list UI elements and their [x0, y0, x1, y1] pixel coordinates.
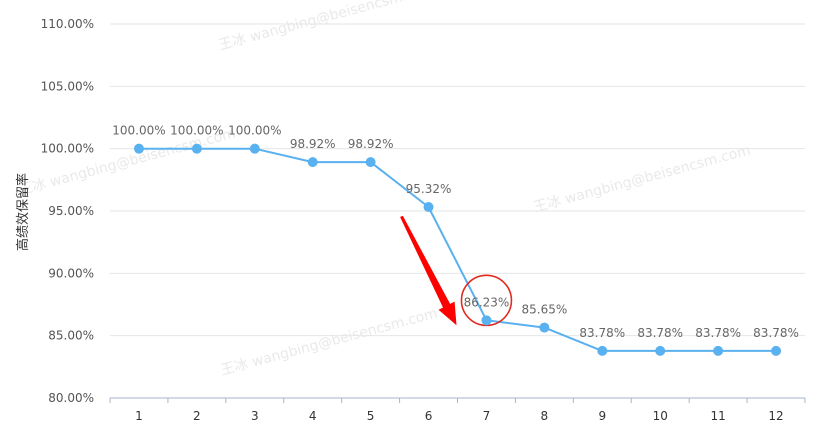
data-label: 86.23%	[464, 295, 510, 309]
x-tick-label: 9	[598, 409, 606, 423]
highlight-arrow	[400, 215, 457, 326]
series-line	[139, 147, 776, 352]
data-point	[655, 345, 666, 356]
x-tick-label: 12	[768, 409, 783, 423]
watermark: 王冰 wangbing@beisencsm.com	[532, 142, 752, 215]
data-label: 100.00%	[170, 124, 223, 138]
data-points	[133, 143, 782, 356]
series-line-path	[139, 147, 776, 352]
watermark-layer: 王冰 wangbing@beisencsm.com 王冰 wangbing@be…	[17, 0, 752, 379]
x-axis: 1 2 3 4 5 6 7 8 9 10 11 12	[109, 397, 806, 423]
data-label: 95.32%	[406, 182, 452, 196]
x-tick-label: 11	[710, 409, 725, 423]
grid-lines	[110, 23, 805, 337]
x-tick-label: 6	[425, 409, 433, 423]
x-tick-label: 1	[135, 409, 143, 423]
x-tick-label: 4	[309, 409, 317, 423]
x-tick-label: 7	[483, 409, 491, 423]
y-tick-label: 110.00%	[41, 17, 94, 31]
data-point	[365, 157, 376, 168]
data-point	[597, 345, 608, 356]
data-point	[423, 202, 434, 213]
y-tick-label: 80.00%	[48, 391, 94, 405]
x-tick-label: 3	[251, 409, 259, 423]
y-axis-label: 高绩效保留率	[15, 173, 31, 251]
data-point	[539, 322, 550, 333]
data-point	[191, 143, 202, 154]
data-label: 100.00%	[112, 124, 165, 138]
data-point	[713, 345, 724, 356]
x-tick-label: 5	[367, 409, 375, 423]
data-label: 98.92%	[290, 137, 336, 151]
data-label: 100.00%	[228, 124, 281, 138]
data-label: 83.78%	[695, 326, 741, 340]
x-tick-label: 10	[653, 409, 668, 423]
data-labels: 100.00% 100.00% 100.00% 98.92% 98.92% 95.32% 8…	[112, 124, 799, 340]
data-point	[307, 157, 318, 168]
y-tick-label: 85.00%	[48, 329, 94, 343]
y-tick-label: 100.00%	[41, 142, 94, 156]
data-label: 83.78%	[753, 326, 799, 340]
watermark: 王冰 wangbing@beisencsm.com	[217, 0, 437, 54]
x-tick-label: 8	[541, 409, 549, 423]
y-tick-label: 90.00%	[48, 266, 94, 280]
x-tick-label: 2	[193, 409, 201, 423]
data-label: 85.65%	[521, 303, 567, 317]
watermark: 王冰 wangbing@beisencsm.com	[219, 305, 439, 378]
y-tick-label: 95.00%	[48, 204, 94, 218]
data-label: 83.78%	[579, 326, 625, 340]
data-point	[481, 315, 492, 326]
data-label: 83.78%	[637, 326, 683, 340]
y-tick-label: 105.00%	[41, 79, 94, 93]
y-axis: 80.00% 85.00% 90.00% 95.00% 100.00% 105.00% 11…	[41, 17, 94, 405]
data-point	[249, 143, 260, 154]
data-point	[133, 143, 144, 154]
data-point	[771, 345, 782, 356]
data-label: 98.92%	[348, 137, 394, 151]
